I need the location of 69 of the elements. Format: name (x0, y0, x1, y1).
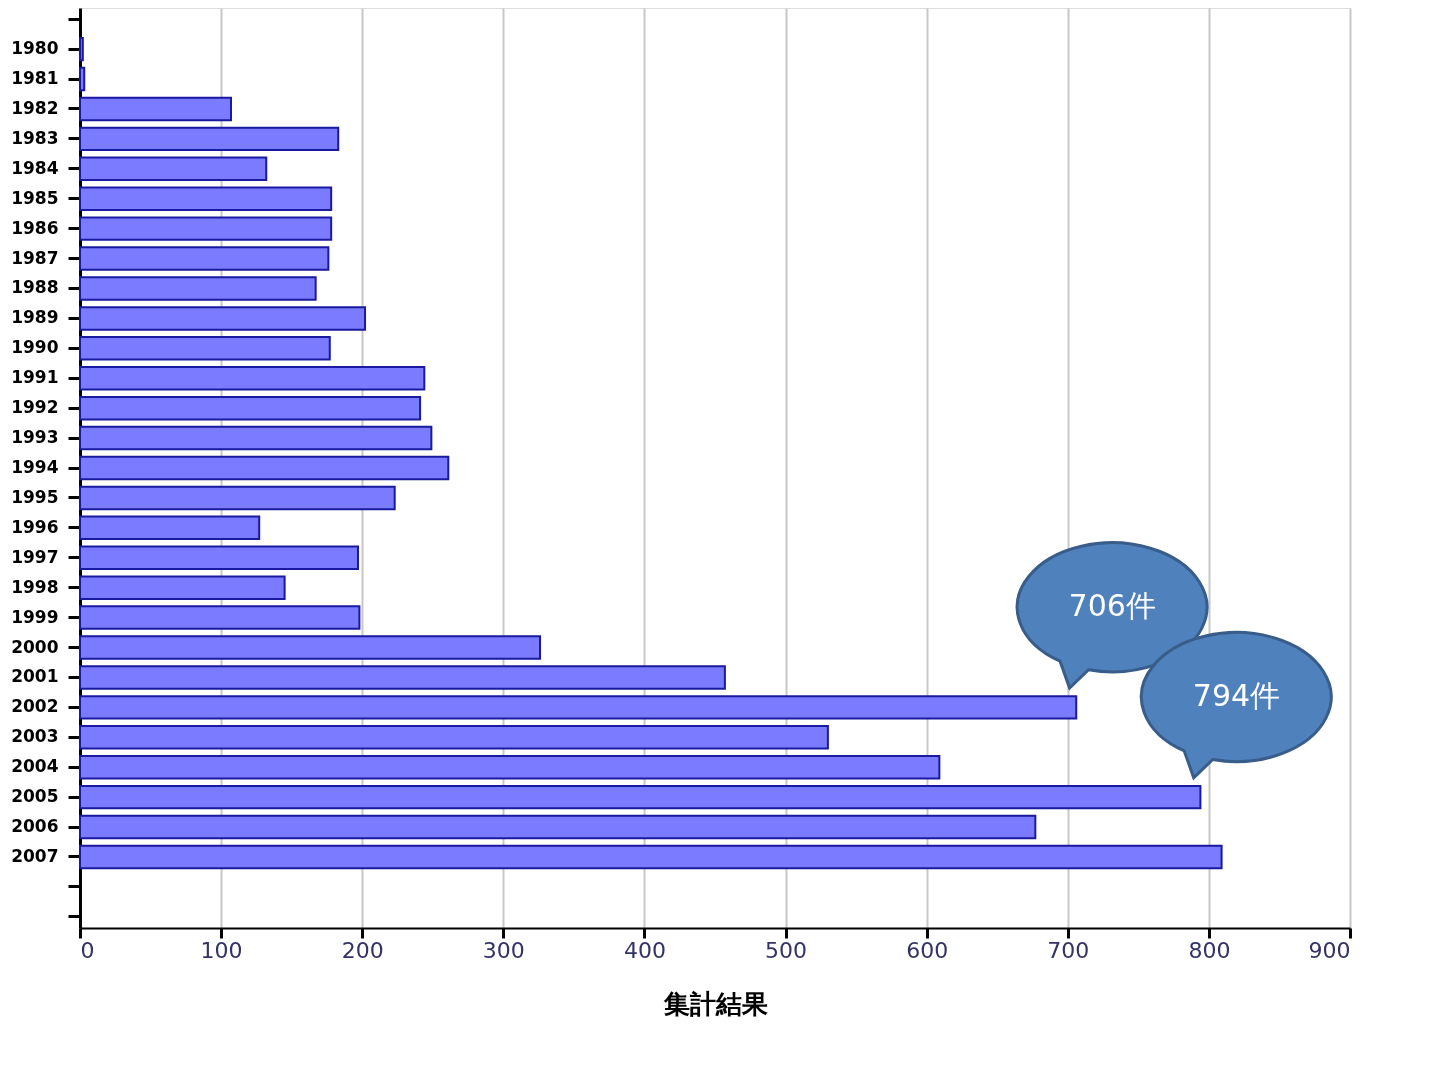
bar (79, 246, 330, 271)
y-tick-label: 1992 (11, 397, 59, 418)
y-tick-label: 2001 (11, 666, 59, 687)
bar (79, 216, 333, 241)
x-tick-label: 600 (906, 937, 949, 963)
y-tick-label: 1984 (11, 157, 59, 178)
x-tick-label: 0 (80, 937, 95, 963)
y-tick-label: 1991 (11, 367, 59, 388)
x-tick-label: 800 (1188, 937, 1231, 963)
y-tick-label: 1981 (11, 68, 59, 89)
bar (79, 36, 84, 62)
y-tick-label: 1980 (11, 38, 59, 59)
y-tick-label: 1988 (11, 277, 59, 298)
y-tick-label: 1994 (11, 457, 59, 477)
y-tick-label: 2005 (11, 786, 59, 807)
x-tick-label: 100 (200, 937, 243, 963)
bar (79, 545, 359, 570)
y-tick-label: 2003 (11, 726, 59, 747)
bar (79, 575, 286, 600)
bar (79, 366, 426, 391)
bar (79, 126, 340, 152)
bar (79, 336, 331, 361)
x-tick-label: 400 (623, 937, 666, 963)
x-tick-label: 300 (482, 937, 525, 963)
y-tick-label: 1998 (11, 576, 59, 597)
bar (79, 695, 1078, 720)
bar (79, 276, 317, 301)
y-tick-label: 1996 (11, 516, 59, 537)
bar (79, 186, 333, 211)
bar (79, 515, 261, 541)
bar (79, 784, 1202, 810)
bar (79, 844, 1223, 870)
bar (79, 455, 450, 481)
y-tick-label: 1986 (11, 217, 59, 238)
bar (79, 665, 726, 690)
bar (79, 725, 829, 750)
y-tick-label: 1997 (11, 546, 59, 567)
bar (79, 605, 361, 630)
y-tick-label: 1983 (11, 127, 59, 148)
y-tick-label: 1999 (11, 606, 59, 627)
x-tick-label: 700 (1047, 937, 1090, 963)
y-tick-label: 2007 (11, 845, 59, 866)
x-axis-title: 集計結果 (662, 988, 768, 1019)
x-tick-label: 500 (765, 937, 808, 963)
y-tick-label: 1985 (11, 187, 59, 208)
bar (79, 96, 232, 122)
bar (79, 395, 422, 421)
bar (79, 306, 367, 331)
y-tick-label: 2004 (11, 756, 59, 777)
annotation: 794件 (1192, 678, 1281, 714)
bar (79, 425, 433, 451)
annotation: 706件 (1068, 588, 1156, 624)
y-tick-label: 1995 (11, 486, 59, 507)
y-tick-label: 1987 (11, 247, 59, 268)
y-tick-label: 2000 (11, 636, 59, 657)
bar (79, 814, 1037, 840)
x-tick-label: 900 (1308, 937, 1351, 963)
y-tick-label: 2002 (11, 696, 59, 717)
bar (79, 66, 86, 92)
bar (79, 754, 941, 780)
bar (79, 485, 396, 511)
y-tick-label: 1990 (11, 337, 59, 358)
bar (79, 156, 268, 182)
y-tick-label: 1989 (11, 307, 59, 328)
y-tick-label: 2006 (11, 816, 59, 837)
y-tick-label: 1982 (11, 97, 59, 118)
x-tick-label: 200 (341, 937, 384, 963)
y-tick-label: 1993 (11, 427, 59, 448)
bar (79, 635, 542, 660)
